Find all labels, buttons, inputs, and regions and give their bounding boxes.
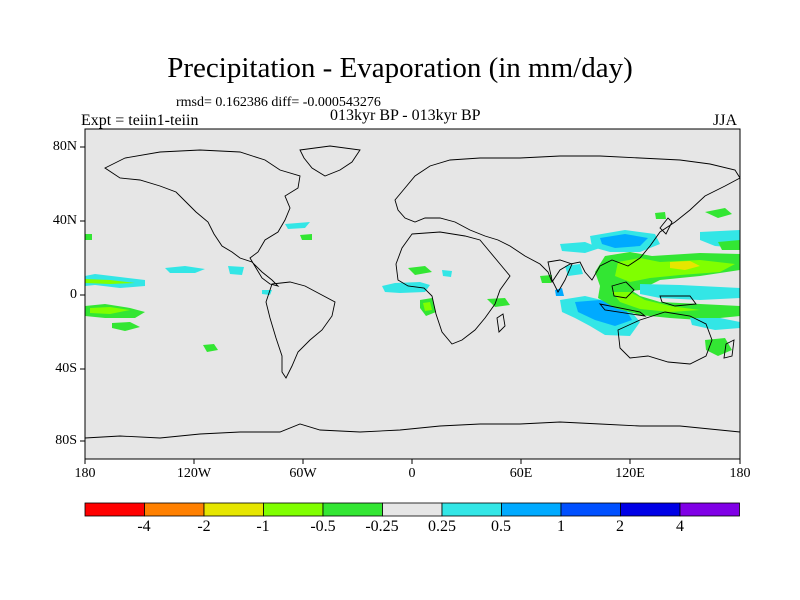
patch — [705, 208, 732, 218]
lon-tick-label: 120W — [176, 466, 212, 481]
coastline — [394, 155, 741, 283]
coastlines — [84, 145, 741, 439]
colorbar-label: 4 — [676, 518, 684, 535]
patch — [670, 261, 700, 270]
lat-tick-label: 80N — [52, 139, 77, 154]
lon-tick-label: 120E — [615, 466, 645, 481]
patch — [600, 234, 648, 248]
stats-label: rmsd= 0.162386 diff= -0.000543276 — [176, 95, 381, 110]
coastline — [659, 295, 697, 307]
coastline — [598, 303, 647, 317]
colorbar-swatch — [382, 502, 443, 517]
colorbar-label: 1 — [557, 518, 565, 535]
patch — [408, 266, 432, 275]
coastline — [104, 149, 301, 287]
coastline — [723, 339, 735, 359]
coastline — [496, 313, 506, 333]
colorbar-label: 0.25 — [428, 518, 456, 535]
lon-tick-label: 180 — [74, 466, 96, 481]
coastline — [547, 259, 573, 293]
colorbar-swatch — [620, 502, 681, 517]
patch — [228, 266, 244, 275]
patch — [423, 302, 432, 311]
coastline — [84, 421, 741, 439]
colorbar-label: 0.5 — [491, 518, 511, 535]
colorbar-swatch — [84, 502, 145, 517]
patch — [300, 234, 312, 240]
coastline — [299, 145, 361, 177]
patch — [655, 212, 666, 219]
patch — [85, 234, 92, 240]
lon-tick-label: 180 — [729, 466, 751, 481]
coastline — [265, 281, 336, 379]
colorbar-label: 2 — [616, 518, 624, 535]
tick-marks — [80, 146, 741, 464]
colorbar-label: -2 — [197, 518, 211, 535]
patch — [612, 292, 700, 312]
coastline — [659, 217, 673, 235]
colorbar-swatch — [560, 502, 621, 517]
subtitle: 013kyr BP - 013kyr BP — [330, 107, 481, 124]
colorbar-swatch — [263, 502, 324, 517]
colorbar-swatch — [501, 502, 562, 517]
lat-tick-label: 80S — [55, 433, 77, 448]
lon-tick-label: 0 — [408, 466, 416, 481]
colorbar-label: -4 — [137, 518, 151, 535]
colorbar-label: -0.25 — [365, 518, 399, 535]
patch — [165, 266, 205, 273]
page-title: Precipitation - Evaporation (in mm/day) — [167, 52, 633, 84]
patch — [565, 264, 583, 276]
patch — [487, 298, 510, 307]
lat-tick-label: 0 — [70, 287, 77, 302]
colorbar-swatch — [203, 502, 264, 517]
patch — [690, 318, 740, 330]
patch — [285, 222, 310, 229]
anomaly-patches — [85, 208, 740, 356]
experiment-label: Expt = teiin1-teiin — [81, 112, 199, 129]
lat-tick-label: 40N — [52, 213, 77, 228]
patch — [442, 270, 452, 277]
colorbar — [84, 502, 740, 517]
patch — [718, 240, 740, 250]
colorbar-swatch — [441, 502, 502, 517]
patch — [85, 279, 135, 284]
colorbar-label: -0.5 — [310, 518, 336, 535]
lon-tick-label: 60W — [289, 466, 317, 481]
patch — [203, 344, 218, 352]
patch — [560, 242, 600, 253]
coastline — [395, 231, 511, 345]
coastline — [611, 281, 635, 299]
patch — [540, 275, 552, 283]
patch — [112, 322, 140, 331]
patch — [615, 258, 735, 282]
colorbar-swatch — [144, 502, 205, 517]
colorbar-label: -1 — [256, 518, 270, 535]
patch — [382, 282, 430, 293]
lon-tick-label: 60E — [509, 466, 533, 481]
colorbar-swatch — [679, 502, 740, 517]
coastline — [617, 311, 713, 365]
colorbar-swatch — [322, 502, 383, 517]
patch — [90, 307, 130, 314]
season-label: JJA — [713, 112, 738, 129]
lat-tick-label: 40S — [55, 361, 77, 376]
